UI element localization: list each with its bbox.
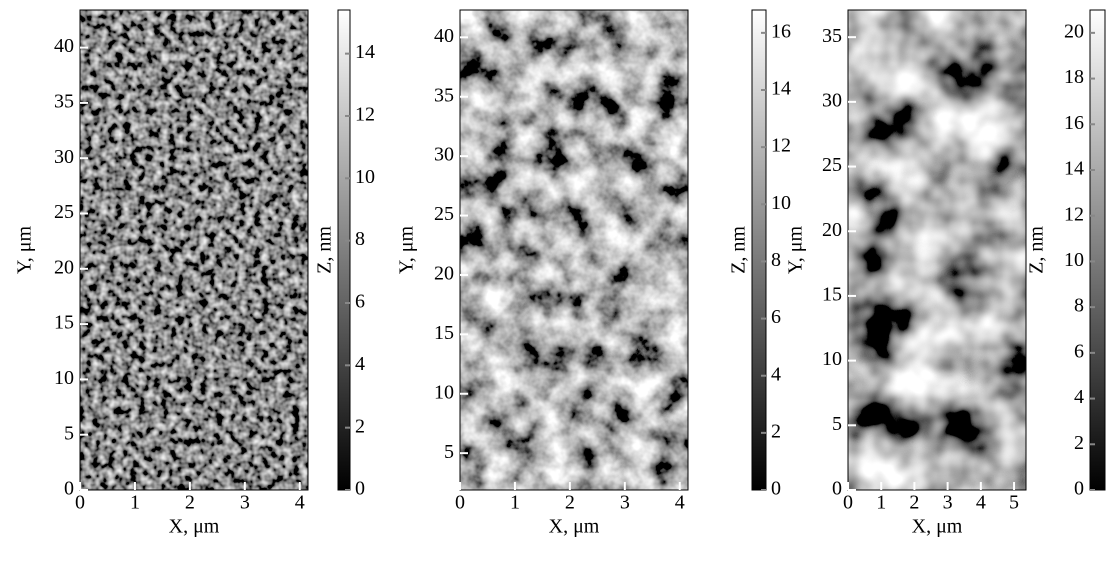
colorbar: [1090, 10, 1105, 490]
z-tick-label: 14: [355, 41, 375, 63]
y-tick-label: 5: [832, 413, 842, 435]
z-tick-label: 6: [355, 291, 365, 313]
z-tick-label: 10: [1064, 249, 1084, 271]
y-tick-label: 30: [54, 146, 74, 168]
z-tick-label: 10: [355, 166, 375, 188]
z-tick-label: 18: [1064, 66, 1084, 88]
z-tick-label: 16: [1064, 112, 1084, 134]
x-axis-label: X, μm: [549, 516, 600, 538]
y-tick-label: 10: [822, 348, 842, 370]
y-tick-label: 5: [444, 441, 454, 463]
z-axis-label: Z, nm: [314, 226, 336, 274]
x-tick-label: 5: [1009, 492, 1019, 514]
x-tick-label: 1: [876, 492, 886, 514]
x-tick-label: 1: [510, 492, 520, 514]
y-tick-label: 15: [434, 322, 454, 344]
x-tick-label: 3: [240, 492, 250, 514]
z-tick-label: 4: [1074, 386, 1084, 408]
x-tick-label: 4: [976, 492, 986, 514]
z-tick-label: 6: [771, 306, 781, 328]
x-tick-label: 3: [943, 492, 953, 514]
y-tick-label: 20: [434, 263, 454, 285]
y-tick-label: 20: [54, 256, 74, 278]
y-tick-label: 0: [64, 478, 74, 500]
z-axis-label: Z, nm: [728, 226, 750, 274]
x-tick-label: 3: [620, 492, 630, 514]
afm-image: [80, 10, 308, 490]
z-tick-label: 4: [355, 353, 365, 375]
x-tick-label: 2: [565, 492, 575, 514]
z-tick-label: 2: [355, 415, 365, 437]
y-axis-label: Y, μm: [14, 225, 36, 274]
z-axis-label: Z, nm: [1026, 226, 1048, 274]
y-tick-label: 15: [822, 284, 842, 306]
y-tick-label: 5: [64, 422, 74, 444]
y-tick-label: 0: [832, 478, 842, 500]
y-tick-label: 35: [434, 84, 454, 106]
y-tick-label: 25: [434, 203, 454, 225]
y-tick-label: 40: [54, 35, 74, 57]
y-tick-label: 30: [434, 144, 454, 166]
z-tick-label: 0: [771, 478, 781, 500]
y-tick-label: 15: [54, 312, 74, 334]
z-tick-label: 0: [1074, 478, 1084, 500]
z-tick-label: 12: [355, 104, 375, 126]
y-tick-label: 35: [54, 90, 74, 112]
colorbar: [752, 10, 766, 490]
x-tick-label: 4: [675, 492, 685, 514]
x-axis-label: X, μm: [912, 516, 963, 538]
y-axis-label: Y, μm: [785, 225, 807, 274]
x-tick-label: 0: [455, 492, 465, 514]
z-tick-label: 12: [771, 135, 791, 157]
x-tick-label: 2: [185, 492, 195, 514]
y-tick-label: 10: [54, 367, 74, 389]
z-tick-label: 12: [1064, 203, 1084, 225]
x-tick-label: 4: [295, 492, 305, 514]
z-tick-label: 2: [771, 420, 781, 442]
z-tick-label: 16: [771, 20, 791, 42]
y-tick-label: 30: [822, 89, 842, 111]
x-tick-label: 1: [130, 492, 140, 514]
colorbar: [338, 10, 350, 490]
z-tick-label: 8: [1074, 295, 1084, 317]
y-tick-label: 20: [822, 219, 842, 241]
x-tick-label: 0: [75, 492, 85, 514]
z-tick-label: 20: [1064, 20, 1084, 42]
z-tick-label: 14: [1064, 158, 1084, 180]
y-axis-label: Y, μm: [396, 225, 418, 274]
z-tick-label: 8: [355, 228, 365, 250]
y-tick-label: 35: [822, 25, 842, 47]
afm-image: [460, 10, 688, 490]
z-tick-label: 10: [771, 192, 791, 214]
x-axis-label: X, μm: [169, 516, 220, 538]
y-tick-label: 40: [434, 25, 454, 47]
z-tick-label: 8: [771, 249, 781, 271]
z-tick-label: 4: [771, 363, 781, 385]
y-tick-label: 25: [54, 201, 74, 223]
figure: 012340510152025303540X, μmY, μm024681012…: [0, 0, 1108, 556]
z-tick-label: 14: [771, 78, 791, 100]
z-tick-label: 0: [355, 478, 365, 500]
z-tick-label: 6: [1074, 340, 1084, 362]
x-tick-label: 0: [843, 492, 853, 514]
x-tick-label: 2: [909, 492, 919, 514]
afm-image: [848, 10, 1026, 490]
y-tick-label: 10: [434, 381, 454, 403]
y-tick-label: 25: [822, 154, 842, 176]
z-tick-label: 2: [1074, 432, 1084, 454]
